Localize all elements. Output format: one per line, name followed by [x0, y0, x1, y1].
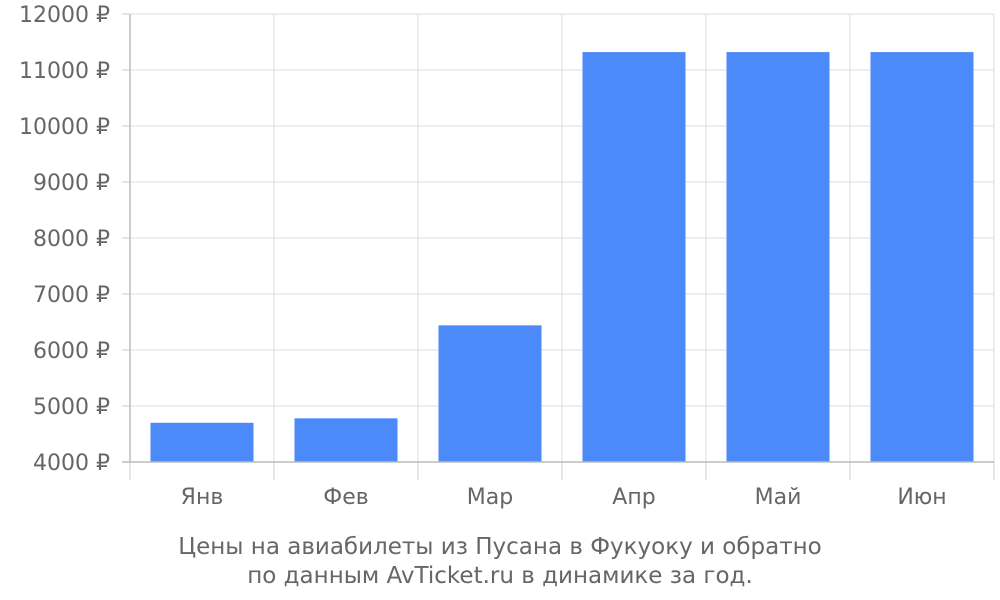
tick-labels: 4000 ₽ 5000 ₽ 6000 ₽ 7000 ₽ 8000 ₽ 9000 ₽ 1000…: [19, 3, 947, 510]
bar-3: [438, 325, 542, 462]
y-tick-label: 5000 ₽: [33, 395, 110, 420]
x-tick-label: Мар: [467, 485, 513, 510]
grid: [129, 13, 995, 463]
x-tick-label: Янв: [181, 485, 224, 510]
bar-2: [294, 418, 398, 462]
bar-1: [150, 422, 254, 462]
bar-5: [726, 52, 830, 463]
bar-4: [582, 52, 686, 463]
chart-caption-line-1: Цены на авиабилеты из Пусана в Фукуоку и…: [178, 534, 822, 560]
y-tick-label: 6000 ₽: [33, 339, 110, 364]
bar-chart: 4000 ₽ 5000 ₽ 6000 ₽ 7000 ₽ 8000 ₽ 9000 ₽ 1000…: [19, 3, 995, 510]
x-tick-label: Май: [755, 485, 802, 510]
y-tick-label: 8000 ₽: [33, 227, 110, 252]
bar-6: [870, 52, 974, 463]
x-tick-label: Июн: [897, 485, 946, 510]
y-tick-label: 10000 ₽: [19, 115, 110, 140]
bars: [150, 52, 974, 463]
x-tick-label: Фев: [323, 485, 368, 510]
y-tick-label: 11000 ₽: [19, 59, 110, 84]
y-tick-label: 7000 ₽: [33, 283, 110, 308]
y-tick-label: 4000 ₽: [33, 451, 110, 476]
y-tick-label: 12000 ₽: [19, 3, 110, 28]
axes: [122, 13, 995, 480]
x-tick-label: Апр: [612, 485, 655, 510]
y-tick-label: 9000 ₽: [33, 171, 110, 196]
chart-caption-line-2: по данным AvTicket.ru в динамике за год.: [247, 563, 753, 589]
